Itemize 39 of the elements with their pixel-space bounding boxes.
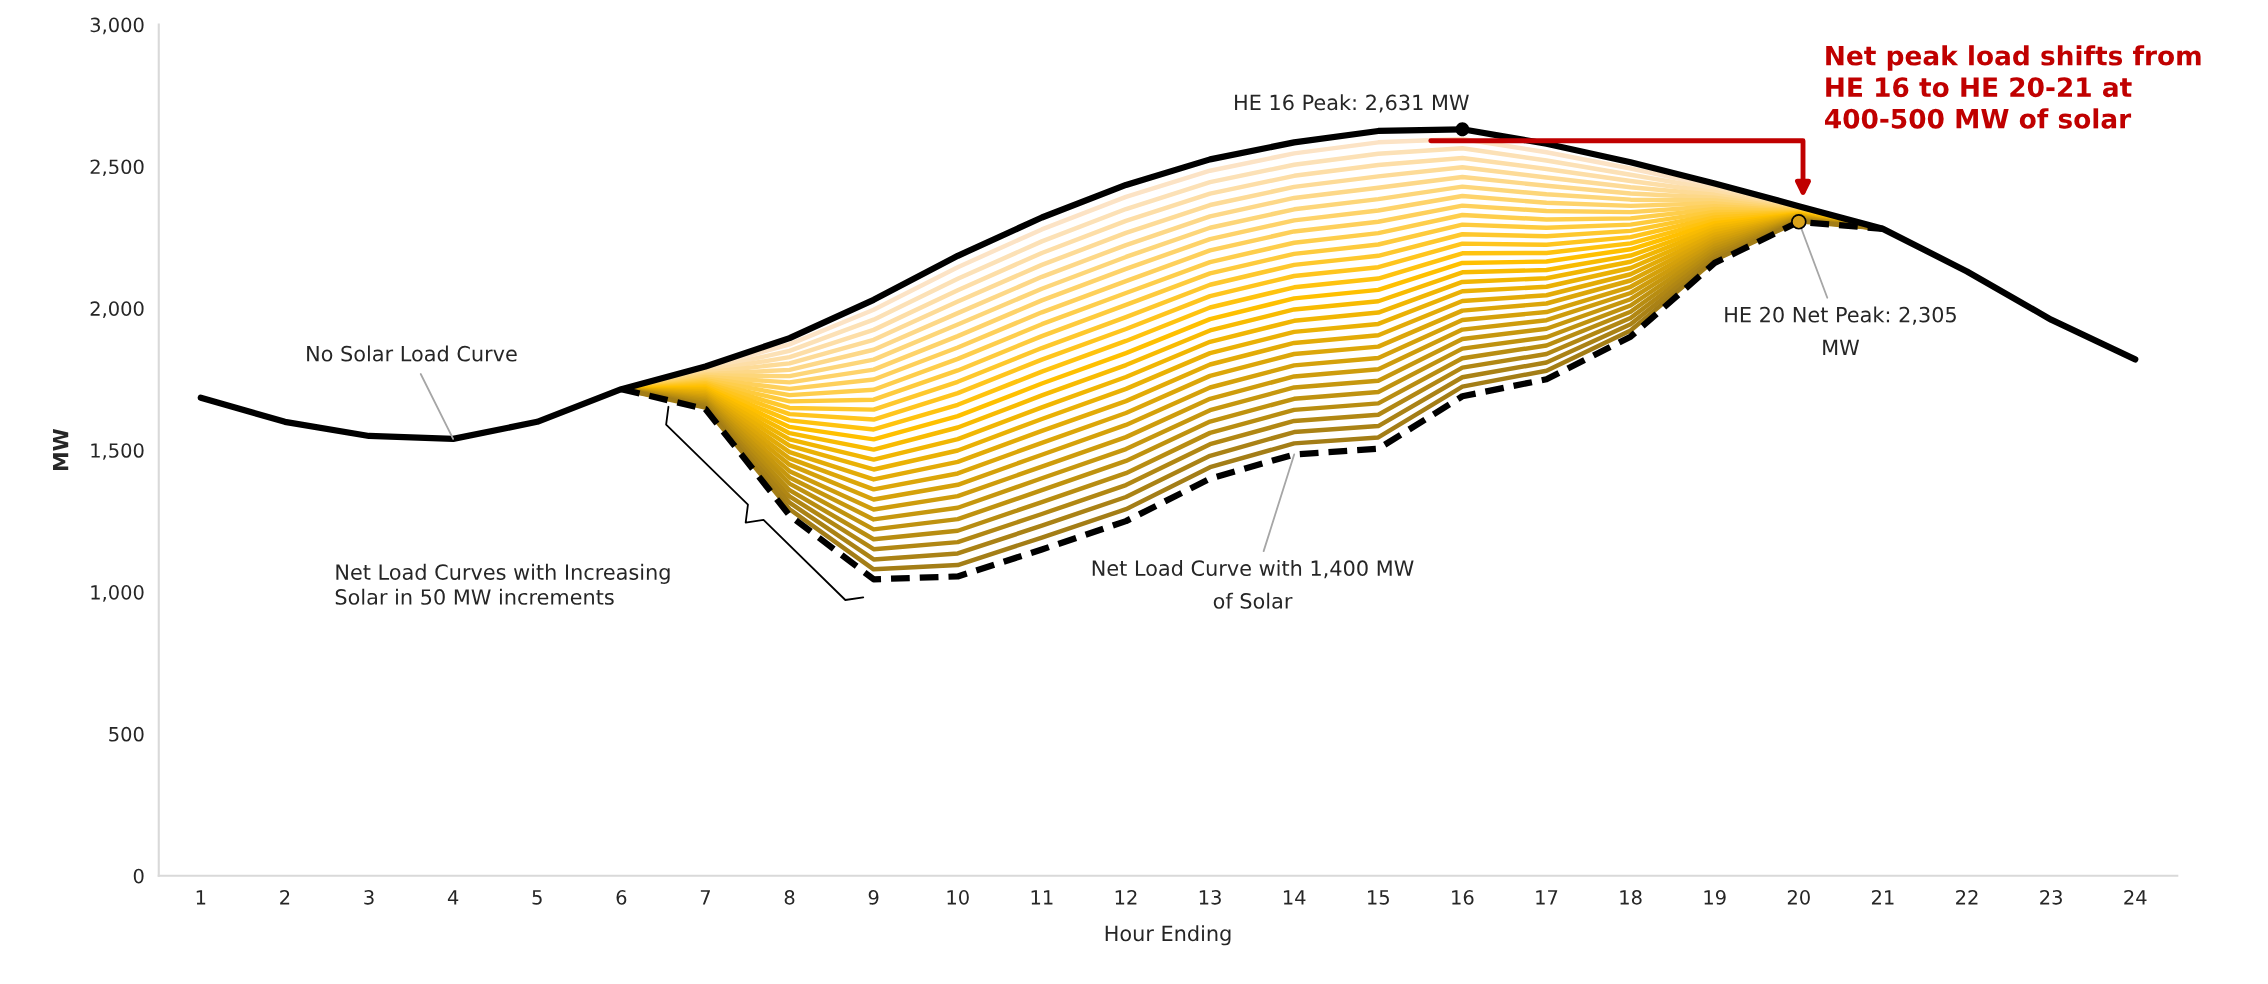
- x-tick-label: 6: [616, 889, 627, 905]
- annotation: Net Load Curve with 1,400 MW of Solar: [1092, 559, 1414, 609]
- x-tick-label: 13: [1199, 889, 1221, 905]
- x-tick-label: 8: [784, 889, 795, 905]
- annotation: Net peak load shifts from HE 16 to HE 20-21 at 400-500 MW of solar: [1824, 45, 2201, 129]
- x-tick-label: 4: [447, 890, 459, 905]
- x-axis-title: Hour Ending: [1105, 925, 1231, 946]
- y-axis-title: MW: [53, 428, 69, 471]
- x-tick-label: 19: [1704, 889, 1726, 905]
- annotation: No Solar Load Curve: [307, 345, 517, 362]
- y-tick-label: 500: [109, 726, 144, 742]
- x-tick-label: 23: [2040, 889, 2062, 905]
- x-tick-label: 10: [947, 889, 969, 905]
- x-tick-label: 2: [280, 889, 290, 905]
- x-tick-label: 22: [1956, 889, 1978, 905]
- y-tick-label: 2,000: [90, 301, 144, 318]
- x-tick-label: 15: [1368, 890, 1389, 905]
- annotation: HE 16 Peak: 2,631 MW: [1235, 94, 1469, 113]
- x-tick-label: 16: [1452, 889, 1474, 905]
- x-tick-label: 17: [1536, 890, 1558, 905]
- x-tick-label: 7: [700, 890, 710, 905]
- y-tick-label: 1,000: [91, 585, 144, 602]
- x-tick-label: 3: [364, 889, 374, 905]
- x-tick-label: 1: [196, 890, 206, 905]
- y-tick-label: 0: [133, 868, 144, 884]
- x-tick-label: 11: [1031, 890, 1053, 905]
- x-tick-label: 9: [868, 889, 879, 905]
- x-tick-label: 18: [1620, 889, 1642, 905]
- x-tick-label: 14: [1283, 890, 1306, 905]
- y-tick-label: 1,500: [91, 443, 144, 460]
- x-tick-label: 20: [1787, 889, 1810, 905]
- x-tick-label: 24: [2124, 889, 2147, 905]
- annotation: HE 20 Net Peak: 2,305 MW: [1725, 306, 1956, 356]
- x-tick-label: 21: [1871, 889, 1894, 905]
- y-tick-label: 2,500: [90, 159, 144, 177]
- x-tick-label: 12: [1115, 889, 1137, 905]
- y-tick-label: 3,000: [90, 17, 144, 35]
- annotation: Net Load Curves with Increasing Solar in 50 MW increments: [335, 563, 670, 605]
- x-tick-label: 5: [532, 890, 542, 905]
